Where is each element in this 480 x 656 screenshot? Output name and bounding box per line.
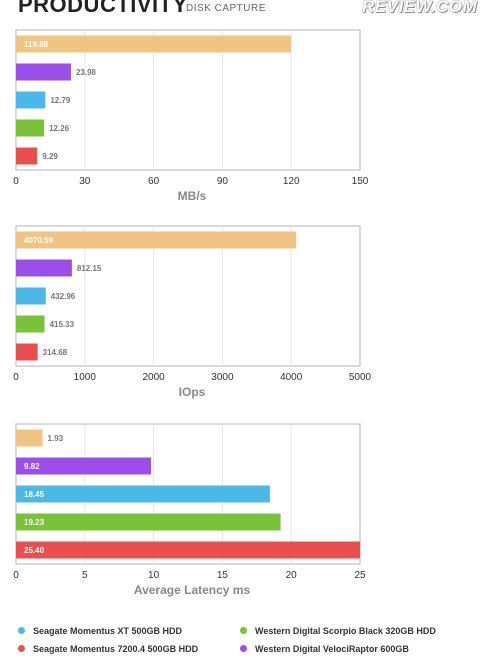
x-axis-title: Average Latency ms bbox=[134, 583, 251, 597]
x-tick-label: 30 bbox=[79, 176, 91, 187]
bar-value-label: 812.15 bbox=[77, 264, 102, 273]
bar bbox=[16, 315, 45, 333]
bar bbox=[16, 119, 45, 137]
x-tick-label: 90 bbox=[217, 176, 229, 187]
bar bbox=[16, 35, 291, 53]
bar-value-label: 12.26 bbox=[49, 124, 70, 133]
legend-label: Western Digital Scorpio Black 320GB HDD bbox=[255, 626, 436, 636]
legend-item-momentus-xt: Seagate Momentus XT 500GB HDD bbox=[18, 626, 182, 636]
x-tick-label: 4000 bbox=[280, 372, 303, 383]
chart-throughput: 0 30 60 90 120 150 MB/s 119.88 23.98 12.79 12.26 9.… bbox=[13, 29, 369, 203]
bar-value-label: 12.79 bbox=[50, 96, 71, 105]
bar bbox=[16, 343, 38, 361]
bar bbox=[16, 513, 281, 531]
legend-swatch bbox=[240, 645, 247, 653]
x-tick-label: 25 bbox=[354, 570, 366, 581]
bar-value-label: 432.96 bbox=[51, 292, 76, 301]
x-tick-label: 5 bbox=[82, 570, 88, 581]
legend-label: Seagate Momentus XT 500GB HDD bbox=[33, 626, 183, 636]
bar-value-label: 4070.59 bbox=[24, 236, 53, 245]
x-tick-label: 120 bbox=[283, 176, 300, 187]
bar bbox=[16, 91, 46, 109]
bar-value-label: 18.45 bbox=[24, 490, 45, 499]
bar bbox=[16, 457, 152, 475]
bar bbox=[16, 231, 297, 249]
bar-value-label: 1.93 bbox=[48, 434, 64, 443]
bar bbox=[16, 485, 270, 503]
x-tick-label: 60 bbox=[148, 176, 160, 187]
legend-item-scorpio-black: Western Digital Scorpio Black 320GB HDD bbox=[240, 626, 436, 636]
x-tick-label: 10 bbox=[148, 570, 160, 581]
bar-value-label: 314.68 bbox=[43, 348, 68, 357]
x-tick-label: 0 bbox=[13, 176, 19, 187]
x-tick-label: 150 bbox=[352, 176, 369, 187]
legend-item-momentus-7200: Seagate Momentus 7200.4 500GB HDD bbox=[18, 644, 198, 654]
bar-value-label: 19.23 bbox=[24, 518, 45, 527]
bar bbox=[16, 287, 46, 305]
x-tick-label: 2000 bbox=[142, 372, 165, 383]
bar bbox=[16, 147, 38, 165]
bar-value-label: 23.98 bbox=[76, 68, 97, 77]
plot-area bbox=[15, 29, 361, 171]
bar bbox=[16, 259, 72, 277]
bar-value-label: 9.82 bbox=[24, 462, 40, 471]
page-title: PRODUCTIVITY bbox=[18, 0, 188, 17]
chart-latency: 0 5 10 15 20 25 Average Latency ms 1.93 9.82 18.4… bbox=[13, 423, 366, 597]
bar-value-label: 119.88 bbox=[24, 40, 49, 49]
chart-legend: Seagate Momentus XT 500GB HDD Western Di… bbox=[0, 626, 480, 656]
page-subtitle: DISK CAPTURE bbox=[186, 3, 266, 14]
x-tick-label: 0 bbox=[13, 570, 19, 581]
bar-value-label: 9.29 bbox=[42, 152, 58, 161]
x-tick-label: 3000 bbox=[211, 372, 234, 383]
legend-label: Western Digital VelociRaptor 600GB bbox=[255, 644, 409, 654]
site-logo: REVIEW.COM bbox=[362, 0, 478, 16]
x-tick-label: 15 bbox=[217, 570, 229, 581]
x-axis-title: IOps bbox=[179, 385, 206, 399]
x-tick-label: 1000 bbox=[74, 372, 97, 383]
legend-label: Seagate Momentus 7200.4 500GB HDD bbox=[33, 644, 199, 654]
x-axis-title: MB/s bbox=[178, 189, 207, 203]
bar bbox=[16, 63, 71, 81]
legend-swatch bbox=[18, 645, 25, 653]
bar bbox=[16, 541, 360, 559]
chart-iops: 0 1000 2000 3000 4000 5000 IOps 4070.59 812.15 43… bbox=[13, 225, 372, 399]
bar-value-label: 25.40 bbox=[24, 546, 45, 555]
legend-item-velociraptor: Western Digital VelociRaptor 600GB bbox=[240, 644, 409, 654]
x-tick-label: 5000 bbox=[349, 372, 372, 383]
bar bbox=[16, 429, 43, 447]
bar-value-label: 415.33 bbox=[50, 320, 75, 329]
x-tick-label: 20 bbox=[286, 570, 298, 581]
legend-swatch bbox=[18, 627, 25, 635]
legend-swatch bbox=[240, 627, 247, 635]
x-tick-label: 0 bbox=[13, 372, 19, 383]
